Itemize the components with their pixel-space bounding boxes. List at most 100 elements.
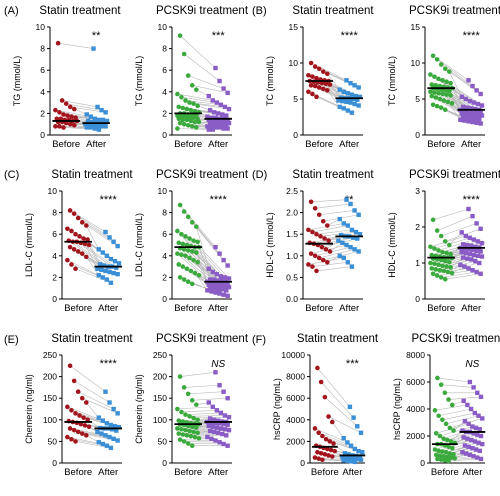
data-point-before xyxy=(449,445,455,451)
data-point-before xyxy=(437,267,443,273)
data-point-before xyxy=(180,105,186,111)
data-point-before xyxy=(177,437,183,442)
chart-title: PCSK9i treatment xyxy=(156,333,249,345)
pair-line xyxy=(69,365,106,392)
data-point-after xyxy=(466,206,471,212)
pair-line xyxy=(437,215,473,231)
pair-line xyxy=(430,235,466,248)
data-point-after xyxy=(213,115,218,120)
data-point-after xyxy=(214,271,220,277)
data-point-before xyxy=(86,242,92,248)
data-point-after xyxy=(222,119,228,125)
data-point-after xyxy=(460,428,465,433)
y-tick-label: 50 xyxy=(48,436,58,446)
chart-3: Statin treatment TC (mmol/L) 0 5 10 15 Before A… xyxy=(265,5,374,150)
data-point-after xyxy=(463,96,468,102)
data-point-before xyxy=(188,118,194,124)
data-point-after xyxy=(211,122,217,127)
data-point-after xyxy=(341,106,346,111)
data-point-after xyxy=(463,233,468,239)
data-point-after xyxy=(464,114,470,120)
data-point-before xyxy=(443,421,449,427)
data-point-after xyxy=(348,443,354,448)
data-point-before xyxy=(189,220,195,225)
data-point-before xyxy=(445,269,451,275)
y-tick-label: 0 xyxy=(162,130,167,140)
x-tick-label: Before xyxy=(311,467,339,478)
pair-line xyxy=(328,416,362,434)
data-point-after xyxy=(206,423,211,429)
data-point-after xyxy=(210,127,215,132)
y-tick-label: 2 xyxy=(415,222,420,232)
data-point-after xyxy=(467,379,473,385)
data-point-before xyxy=(69,436,74,442)
data-point-after xyxy=(217,291,222,296)
data-point-after xyxy=(108,422,114,428)
data-point-after xyxy=(211,286,217,291)
data-point-after xyxy=(460,242,466,247)
data-point-before xyxy=(72,122,77,128)
data-point-after xyxy=(100,250,105,255)
pair-line xyxy=(438,439,472,452)
data-point-after xyxy=(469,243,474,248)
y-axis-label: LDL-C (mmol/L) xyxy=(24,213,34,277)
pair-line xyxy=(192,397,228,401)
data-point-before xyxy=(184,242,190,248)
data-point-after xyxy=(462,418,468,424)
y-tick-label: 4000 xyxy=(406,404,425,414)
data-point-before xyxy=(73,266,78,272)
data-point-after xyxy=(344,99,349,105)
data-point-before xyxy=(445,437,450,443)
data-point-before xyxy=(327,249,333,254)
pair-line xyxy=(78,391,114,410)
data-point-before xyxy=(329,419,335,425)
data-point-after xyxy=(467,98,473,104)
data-point-after xyxy=(477,448,482,454)
data-point-before xyxy=(442,258,448,264)
data-point-after xyxy=(351,235,356,240)
data-point-after xyxy=(103,433,108,438)
pair-line xyxy=(86,402,99,418)
data-point-before xyxy=(312,83,318,89)
data-point-after xyxy=(469,106,474,111)
data-point-after xyxy=(480,441,485,447)
data-point-before xyxy=(448,265,453,270)
data-point-before xyxy=(176,418,182,423)
data-point-before xyxy=(176,262,182,267)
data-point-after xyxy=(96,127,102,132)
data-point-before xyxy=(195,430,200,436)
y-tick-label: 4 xyxy=(162,87,167,97)
data-point-before xyxy=(441,98,447,103)
data-point-after xyxy=(460,104,466,110)
data-point-before xyxy=(451,428,456,433)
data-point-before xyxy=(433,431,439,436)
data-point-before xyxy=(441,436,446,442)
y-tick-label: 10 xyxy=(158,22,168,32)
data-point-after xyxy=(357,232,363,237)
data-point-before xyxy=(437,453,443,458)
data-point-before xyxy=(440,417,445,423)
data-point-before xyxy=(69,114,74,119)
data-point-after xyxy=(221,257,226,263)
data-point-after xyxy=(466,266,471,271)
data-point-before xyxy=(432,261,437,267)
pair-line xyxy=(441,384,474,388)
y-tick-label: 0 xyxy=(415,130,420,140)
data-point-after xyxy=(209,124,214,129)
data-point-before xyxy=(325,223,330,228)
data-point-after xyxy=(103,268,108,274)
data-point-before xyxy=(175,91,180,97)
data-point-after xyxy=(225,263,230,268)
data-point-before xyxy=(320,433,325,439)
data-point-after xyxy=(115,271,120,277)
data-point-before xyxy=(310,264,315,269)
data-point-before xyxy=(432,74,437,79)
data-point-after xyxy=(107,400,112,405)
data-point-before xyxy=(447,88,452,94)
data-point-before xyxy=(179,94,184,100)
data-point-before xyxy=(315,365,320,371)
data-point-before xyxy=(436,448,441,454)
y-tick-label: 2 xyxy=(162,108,167,118)
data-point-before xyxy=(53,124,58,129)
data-point-after xyxy=(471,385,476,390)
